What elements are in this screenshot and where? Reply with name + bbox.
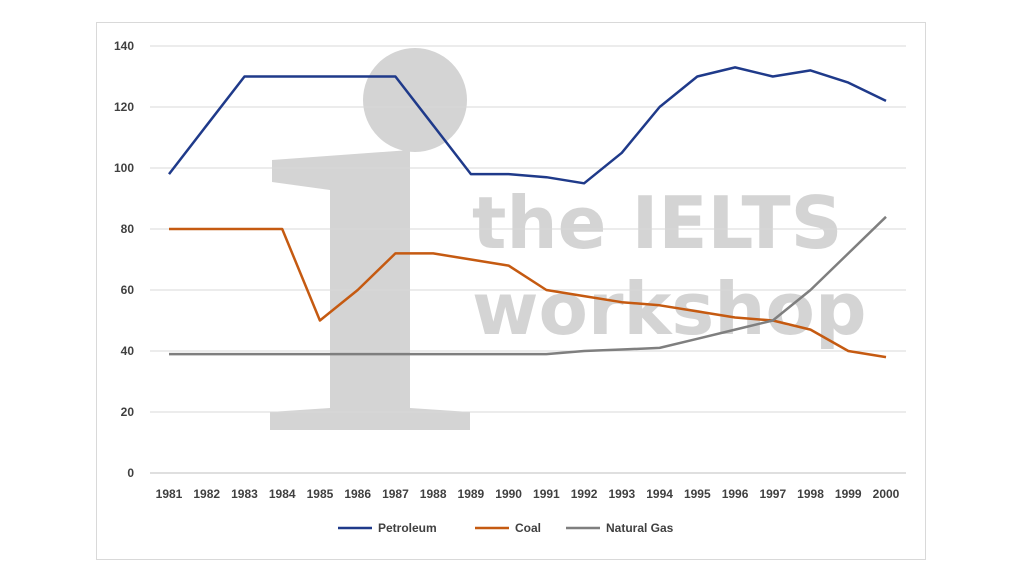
x-tick-label: 1990: [495, 487, 522, 501]
y-tick-label: 0: [127, 466, 134, 480]
series-lines: [168, 66, 887, 359]
x-tick-label: 2000: [873, 487, 900, 501]
x-tick-label: 1982: [193, 487, 220, 501]
legend-label-coal: Coal: [515, 521, 541, 535]
x-tick-label: 1991: [533, 487, 560, 501]
x-tick-label: 1998: [797, 487, 824, 501]
y-tick-label: 140: [114, 39, 134, 53]
y-axis: 0 20 40 60 80 100 120 140: [114, 39, 134, 480]
y-tick-label: 60: [121, 283, 135, 297]
x-tick-label: 1983: [231, 487, 258, 501]
watermark-logo: the IELTS workshop: [270, 48, 867, 430]
x-tick-label: 1986: [344, 487, 371, 501]
y-tick-label: 120: [114, 100, 134, 114]
x-tick-label: 1989: [458, 487, 485, 501]
legend-label-natural-gas: Natural Gas: [606, 521, 674, 535]
x-tick-label: 1985: [307, 487, 334, 501]
y-tick-label: 20: [121, 405, 135, 419]
x-tick-label: 1987: [382, 487, 409, 501]
x-tick-label: 1999: [835, 487, 862, 501]
y-tick-label: 100: [114, 161, 134, 175]
series-line-petroleum: [168, 66, 887, 185]
x-tick-label: 1993: [608, 487, 635, 501]
x-tick-label: 1997: [759, 487, 786, 501]
x-tick-label: 1994: [646, 487, 673, 501]
x-tick-label: 1984: [269, 487, 296, 501]
x-tick-label: 1981: [156, 487, 183, 501]
legend: Petroleum Coal Natural Gas: [338, 521, 674, 535]
legend-label-petroleum: Petroleum: [378, 521, 437, 535]
chart-frame: [96, 22, 926, 560]
x-tick-label: 1996: [722, 487, 749, 501]
y-tick-label: 40: [121, 344, 135, 358]
series-line-natural-gas: [169, 215, 887, 356]
series-line-coal: [169, 227, 887, 359]
x-tick-label: 1992: [571, 487, 598, 501]
watermark-line1: the IELTS: [472, 181, 842, 265]
watermark-line2: workshop: [472, 267, 867, 351]
x-axis: 1981 1982 1983 1984 1985 1986 1987 1988 1989 1990…: [156, 487, 900, 501]
x-tick-label: 1995: [684, 487, 711, 501]
y-tick-label: 80: [121, 222, 135, 236]
x-tick-label: 1988: [420, 487, 447, 501]
